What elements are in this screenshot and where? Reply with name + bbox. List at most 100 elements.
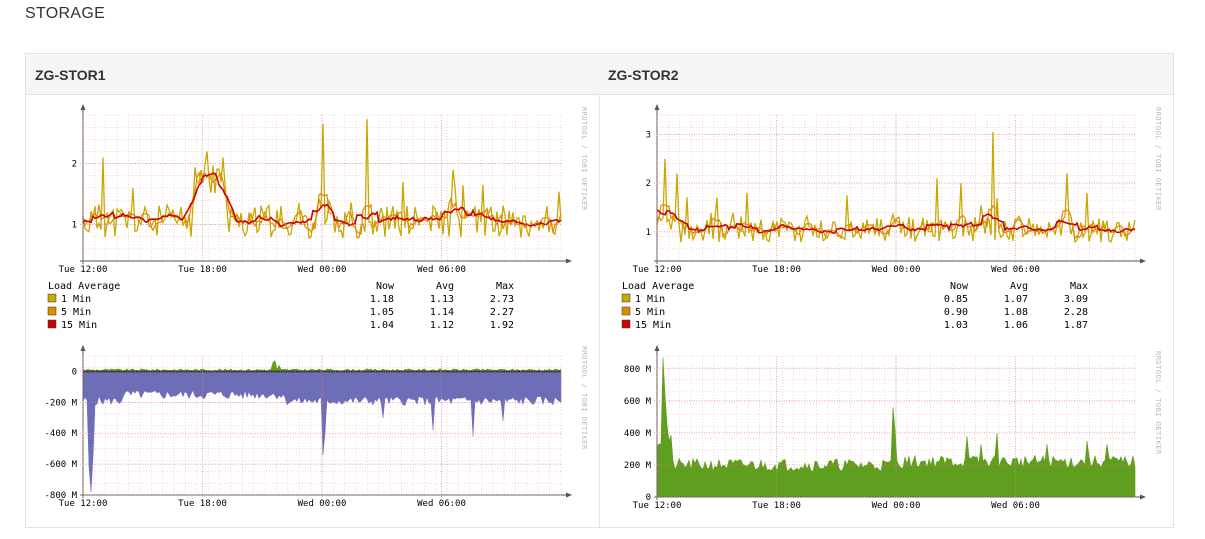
stor1-load-legend-swatch	[47, 319, 57, 329]
stor1-load-legend-max-value: 1.92	[490, 320, 514, 331]
column-divider	[599, 95, 600, 528]
stor1-load-legend-now-value: 1.04	[370, 320, 394, 331]
stor2-load-x-tick-label: Tue 18:00	[752, 265, 801, 275]
stor2-load-legend-swatch	[621, 319, 631, 329]
stor1-net-y-tick-label: -200 M	[44, 398, 77, 408]
stor1-load-x-tick-label: Tue 12:00	[59, 265, 108, 275]
stor1-net-x-tick-label: Wed 00:00	[298, 499, 347, 509]
stor2-load-legend: Load Average Now Avg Max 1 Min 0.85 1.07 3.09 5 …	[621, 281, 1088, 331]
stor2-net-y-tick-label: 400 M	[624, 429, 652, 439]
stor1-load-legend-avg-value: 1.12	[430, 320, 454, 331]
stor2-net-x-tick-label: Wed 00:00	[872, 501, 921, 511]
stor1-net-y-tick-label: -600 M	[44, 460, 77, 470]
stor1-load-x-tick-label: Wed 06:00	[417, 265, 466, 275]
stor1-load-legend-title: Load Average	[48, 281, 120, 292]
stor1-load-legend-series-name: 1 Min	[61, 294, 91, 305]
stor1-net-area-in	[82, 360, 562, 372]
stor2-load-legend-now-value: 0.85	[944, 294, 968, 305]
stor1-net-area-out	[82, 371, 562, 492]
stor1-net-watermark: RRDTOOL / TOBI OETIKER	[580, 346, 588, 450]
stor2-net-y-tick-label: 600 M	[624, 397, 652, 407]
stor2-load-legend-now-value: 0.90	[944, 307, 968, 318]
stor1-load-legend-now-value: 1.05	[370, 307, 394, 318]
stor1-load-x-tick-label: Wed 00:00	[298, 265, 347, 275]
stor1-net-grid	[82, 355, 562, 496]
stor1-load-legend-now-value: 1.18	[370, 294, 394, 305]
stor2-net-x-tick-label: Wed 06:00	[991, 501, 1040, 511]
stor1-load-y-tick-label: 2	[72, 160, 77, 170]
stor2-load-x-tick-label: Wed 06:00	[991, 265, 1040, 275]
stor1-net-x-tick-label: Wed 06:00	[417, 499, 466, 509]
stor2-net-watermark: RRDTOOL / TOBI OETIKER	[1154, 351, 1162, 455]
stor1-load-legend-swatch	[47, 306, 57, 316]
stor1-load-legend: Load Average Now Avg Max 1 Min 1.18 1.13 2.73 5 …	[47, 281, 514, 331]
host-title-stor2[interactable]: ZG-STOR2	[608, 67, 679, 83]
stor2-load-legend-avg-value: 1.07	[1004, 294, 1028, 305]
stor2-net-x-tick-label: Tue 12:00	[633, 501, 682, 511]
stor1-load-series-15min	[82, 172, 562, 228]
host-title-stor1[interactable]: ZG-STOR1	[35, 67, 106, 83]
stor2-load-legend-title: Load Average	[622, 281, 694, 292]
stor2-load-legend-max-header: Max	[1070, 281, 1088, 292]
stor1-load-legend-avg-header: Avg	[436, 281, 454, 292]
stor2-load-legend-now-header: Now	[950, 281, 969, 292]
storage-panel: ZG-STOR1 ZG-STOR2	[25, 53, 1174, 528]
stor2-net-y-tick-label: 0	[646, 493, 651, 503]
stor2-load-x-arrow	[1140, 258, 1146, 264]
stor1-load-y-arrow	[80, 104, 86, 110]
stor1-load-legend-max-value: 2.73	[490, 294, 514, 305]
stor2-load-watermark: RRDTOOL / TOBI OETIKER	[1154, 107, 1162, 211]
stor2-load-y-tick-label: 3	[646, 130, 651, 140]
stor1-load-legend-series-name: 15 Min	[61, 320, 97, 331]
stor1-load-x-arrow	[566, 258, 572, 264]
stor2-load-legend-max-value: 2.28	[1064, 307, 1088, 318]
stor1-net-y-tick-label: -400 M	[44, 429, 77, 439]
stor2-load-x-tick-label: Tue 12:00	[633, 265, 682, 275]
stor2-net-y-tick-label: 800 M	[624, 365, 652, 375]
stor1-load-legend-avg-value: 1.13	[430, 294, 454, 305]
stor2-load-chart: 1 2 3 Tue 12:00 Tue 18:00 Wed 00:00 Wed 06:00	[633, 104, 1146, 275]
stor1-load-y-tick-label: 1	[72, 221, 77, 231]
stor1-load-watermark: RRDTOOL / TOBI OETIKER	[580, 107, 588, 211]
stor1-load-x-tick-label: Tue 18:00	[178, 265, 227, 275]
stor1-load-legend-series-name: 5 Min	[61, 307, 91, 318]
stor1-load-legend-now-header: Now	[376, 281, 395, 292]
stor2-load-legend-avg-value: 1.08	[1004, 307, 1028, 318]
stor2-load-y-arrow	[654, 104, 660, 110]
stor2-load-legend-max-value: 3.09	[1064, 294, 1088, 305]
stor1-net-y-arrow	[80, 345, 86, 351]
stor2-load-legend-swatch	[621, 293, 631, 303]
stor2-load-y-tick-label: 2	[646, 179, 651, 189]
stor1-net-x-tick-label: Tue 12:00	[59, 499, 108, 509]
stor2-net-chart: 0 200 M 400 M 600 M 800 M Tue 12:00 Tue 18:00 W…	[624, 345, 1146, 511]
stor2-load-series-15min	[656, 209, 1136, 234]
stor1-load-legend-swatch	[47, 293, 57, 303]
stor2-load-y-tick-label: 1	[646, 228, 651, 238]
stor2-load-legend-swatch	[621, 306, 631, 316]
section-title: STORAGE	[25, 5, 106, 22]
stor2-load-legend-series-name: 5 Min	[635, 307, 665, 318]
stor1-load-legend-max-header: Max	[496, 281, 514, 292]
stor2-net-y-arrow	[654, 345, 660, 351]
stor1-net-y-tick-label: 0	[72, 367, 77, 377]
stor1-load-legend-avg-value: 1.14	[430, 307, 454, 318]
stor2-load-legend-max-value: 1.87	[1064, 320, 1088, 331]
stor2-load-legend-avg-value: 1.06	[1004, 320, 1028, 331]
stor1-load-chart: 1 2 Tue 12:00 Tue 18:00 Wed 00:00 Wed 06:00	[59, 104, 572, 275]
stor2-load-x-tick-label: Wed 00:00	[872, 265, 921, 275]
stor2-load-legend-series-name: 1 Min	[635, 294, 665, 305]
stor1-load-legend-max-value: 2.27	[490, 307, 514, 318]
stor1-net-y-tick-label: -800 M	[44, 491, 77, 501]
stor2-net-y-tick-label: 200 M	[624, 461, 652, 471]
stor2-net-x-tick-label: Tue 18:00	[752, 501, 801, 511]
stor2-net-x-arrow	[1140, 494, 1146, 500]
stor2-net-area	[656, 357, 1136, 498]
stor1-net-x-tick-label: Tue 18:00	[178, 499, 227, 509]
stor1-net-x-arrow	[566, 492, 572, 498]
panel-header: ZG-STOR1 ZG-STOR2	[26, 54, 1173, 95]
stor2-load-legend-series-name: 15 Min	[635, 320, 671, 331]
stor2-load-legend-avg-header: Avg	[1010, 281, 1028, 292]
stor2-load-legend-now-value: 1.03	[944, 320, 968, 331]
